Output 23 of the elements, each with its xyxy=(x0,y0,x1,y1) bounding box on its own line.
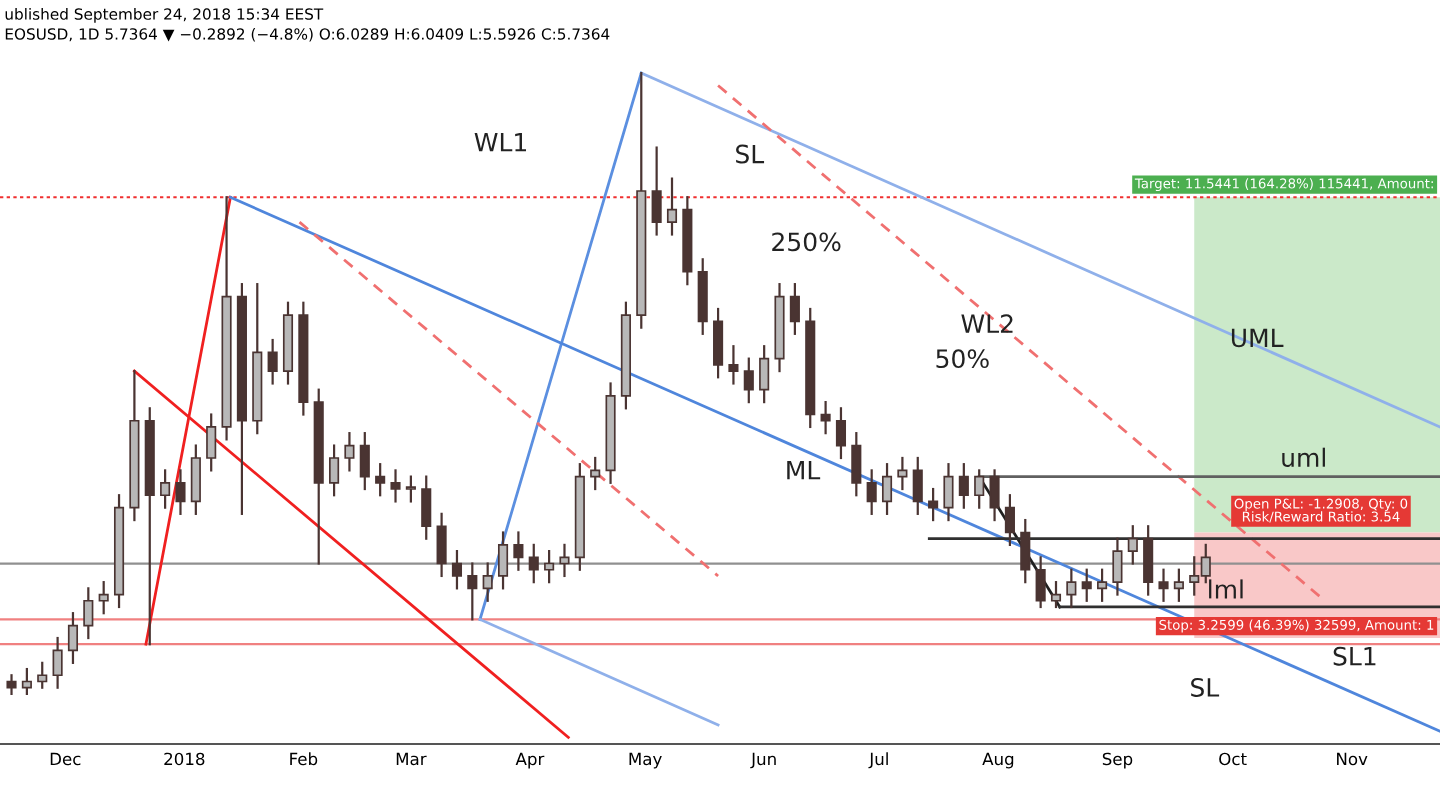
annotation: 50% xyxy=(936,349,989,369)
annotation: SL xyxy=(736,144,765,164)
x-tick-label: May xyxy=(629,752,662,769)
x-tick-label: Mar xyxy=(396,752,427,766)
annotation: SL1 xyxy=(1333,646,1376,666)
annotation: SL xyxy=(1191,678,1220,697)
annotation: UML xyxy=(1231,328,1284,348)
x-tick-label: Jun xyxy=(750,752,776,769)
x-tick-label: 2018 xyxy=(164,752,205,766)
annotation: 250% xyxy=(772,232,841,252)
x-tick-label: Sep xyxy=(1102,752,1133,769)
x-tick-label: Nov xyxy=(1337,752,1368,766)
x-tick-label: Oct xyxy=(1219,752,1247,766)
annotation: uml xyxy=(1282,447,1325,468)
annotation: ML xyxy=(787,461,821,480)
annotation: WL2 xyxy=(961,314,1013,333)
annotation: WL1 xyxy=(474,133,527,152)
x-tick-label: Feb xyxy=(290,752,318,766)
x-tick-label: Apr xyxy=(515,752,545,769)
x-tick-label: Aug xyxy=(982,752,1014,769)
x-tick-label: Dec xyxy=(50,752,81,766)
x-tick-label: Jul xyxy=(868,752,888,769)
annotation: lml xyxy=(1209,579,1243,599)
